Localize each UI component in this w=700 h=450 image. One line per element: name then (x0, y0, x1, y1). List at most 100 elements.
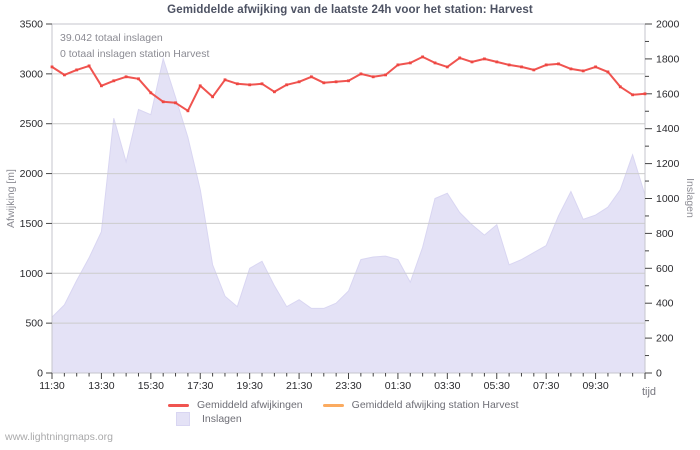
data-point-marker (495, 60, 499, 64)
data-point-marker (273, 90, 276, 94)
data-point-marker (347, 79, 350, 83)
data-point-marker (470, 60, 474, 64)
data-point-marker (198, 84, 202, 88)
right-axis-title: Inslagen (684, 178, 696, 218)
data-point-marker (310, 75, 313, 79)
tick-label: 19:30 (237, 380, 263, 392)
tick-label: 1400 (656, 123, 680, 135)
data-point-marker (223, 78, 227, 82)
tick-label: 05:30 (484, 380, 510, 392)
data-point-marker (618, 85, 622, 89)
tick-label: 09:30 (582, 380, 608, 392)
data-point-marker (606, 70, 610, 74)
avg-deviation-line (51, 55, 646, 112)
x-axis-title: tijd (641, 386, 656, 398)
data-point-marker (458, 56, 462, 60)
data-point-marker (483, 57, 486, 61)
legend-label: Gemiddeld afwijkingen (197, 399, 303, 411)
data-point-marker (532, 68, 536, 72)
chart-annotations: 39.042 totaal inslagen 0 totaal inslagen… (60, 30, 209, 62)
data-point-marker (507, 63, 511, 67)
tick-label: 1800 (656, 53, 680, 65)
total-strikes-annotation: 39.042 totaal inslagen (60, 32, 163, 44)
avg-deviation-swatch (168, 403, 189, 407)
strikes-area-edge (51, 56, 646, 318)
tick-label: 0 (37, 368, 43, 380)
data-point-marker (569, 67, 573, 71)
left-axis-title: Afwijking [m] (5, 169, 17, 228)
data-point-marker (174, 101, 177, 105)
tick-label: 17:30 (187, 380, 213, 392)
tick-label: 03:30 (434, 380, 460, 392)
data-point-marker (359, 72, 363, 76)
data-point-marker (161, 100, 165, 104)
data-point-marker (581, 69, 585, 73)
data-point-marker (384, 73, 387, 77)
data-point-marker (322, 81, 326, 85)
data-point-marker (334, 80, 338, 84)
data-point-marker (112, 79, 116, 83)
data-point-marker (544, 63, 548, 67)
tick-label: 2000 (20, 168, 44, 180)
data-point-marker (408, 61, 412, 65)
tick-label: 23:30 (335, 380, 361, 392)
tick-label: 1500 (20, 218, 44, 230)
data-point-marker (631, 93, 634, 97)
legend-item-strikes: Inslagen (176, 412, 242, 426)
data-point-marker (137, 77, 140, 81)
data-point-marker (433, 61, 437, 65)
tick-label: 2000 (656, 19, 680, 31)
data-point-marker (149, 91, 153, 95)
legend-row: Inslagen (176, 412, 242, 426)
data-point-marker (371, 75, 375, 79)
strikes-area (52, 58, 645, 374)
tick-label: 3500 (20, 19, 44, 31)
tick-label: 3000 (20, 68, 44, 80)
tick-label: 1200 (656, 158, 680, 170)
tick-label: 15:30 (138, 380, 164, 392)
legend-row: Gemiddeld afwijkingen Gemiddeld afwijkin… (168, 399, 519, 411)
data-point-marker (445, 65, 449, 69)
chart-title: Gemiddelde afwijking van de laatste 24h … (167, 4, 533, 16)
watermark: www.lightningmaps.org (5, 431, 113, 443)
data-point-marker (87, 64, 91, 68)
tick-label: 21:30 (286, 380, 312, 392)
data-point-marker (100, 84, 103, 88)
tick-label: 1000 (656, 193, 680, 205)
data-point-marker (643, 92, 647, 96)
data-point-marker (285, 83, 289, 87)
data-point-marker (235, 82, 239, 86)
data-point-marker (211, 95, 214, 99)
tick-label: 400 (656, 298, 674, 310)
legend-item-avg-deviation: Gemiddeld afwijkingen (168, 399, 303, 411)
tick-label: 800 (656, 228, 674, 240)
tick-label: 1600 (656, 88, 680, 100)
data-point-marker (297, 80, 301, 84)
station-deviation-swatch (322, 403, 344, 407)
station-strikes-annotation: 0 totaal inslagen station Harvest (60, 48, 210, 60)
legend-label: Gemiddeld afwijking station Harvest (351, 399, 519, 411)
legend-label: Inslagen (202, 413, 242, 425)
tick-label: 2500 (20, 118, 44, 130)
data-point-marker (260, 82, 264, 86)
data-point-marker (63, 73, 66, 77)
tick-label: 01:30 (385, 380, 411, 392)
data-point-marker (594, 65, 597, 69)
data-point-marker (557, 62, 560, 66)
data-point-marker (421, 55, 424, 59)
tick-label: 600 (656, 263, 674, 275)
strikes-swatch (176, 412, 190, 426)
data-point-marker (75, 68, 79, 72)
tick-label: 500 (25, 318, 43, 330)
data-point-marker (520, 65, 523, 69)
tick-label: 11:30 (39, 380, 65, 392)
tick-label: 13:30 (88, 380, 114, 392)
data-point-marker (186, 109, 190, 113)
tick-label: 200 (656, 333, 674, 345)
data-point-marker (50, 65, 54, 69)
data-point-marker (248, 83, 252, 87)
tick-label: 1000 (20, 268, 44, 280)
data-point-marker (396, 63, 400, 67)
